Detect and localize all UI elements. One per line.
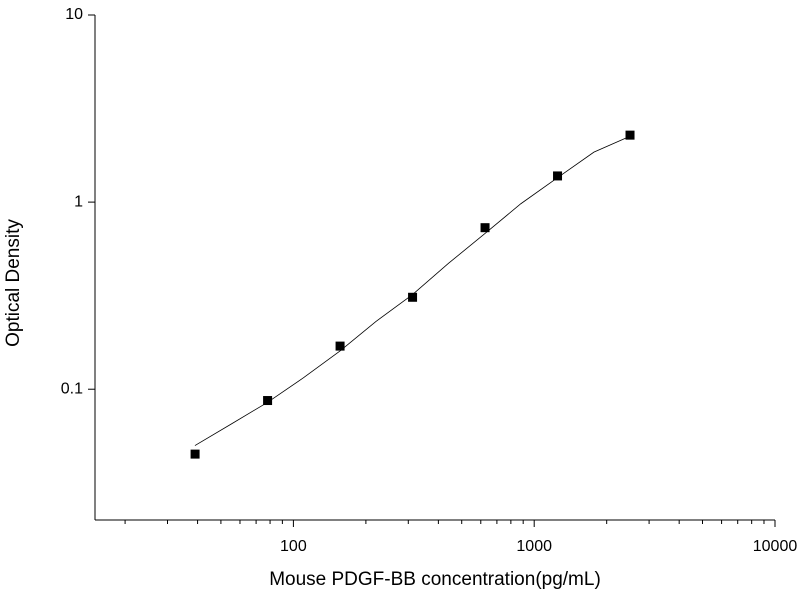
- x-tick-label: 1000: [516, 538, 552, 555]
- x-tick-label: 100: [280, 538, 307, 555]
- data-point: [263, 396, 273, 406]
- data-point: [480, 223, 490, 233]
- data-point: [553, 171, 563, 181]
- y-tick-label: 0.1: [61, 380, 83, 397]
- data-point: [408, 292, 418, 302]
- y-tick-label: 1: [74, 193, 83, 210]
- x-axis-label: Mouse PDGF-BB concentration(pg/mL): [269, 569, 601, 590]
- data-point: [625, 130, 635, 140]
- data-point: [190, 449, 200, 459]
- y-axis-label: Optical Density: [3, 219, 24, 347]
- x-tick-label: 10000: [753, 538, 798, 555]
- data-point: [335, 341, 345, 351]
- fit-curve: [194, 135, 631, 446]
- y-tick-label: 10: [65, 6, 83, 23]
